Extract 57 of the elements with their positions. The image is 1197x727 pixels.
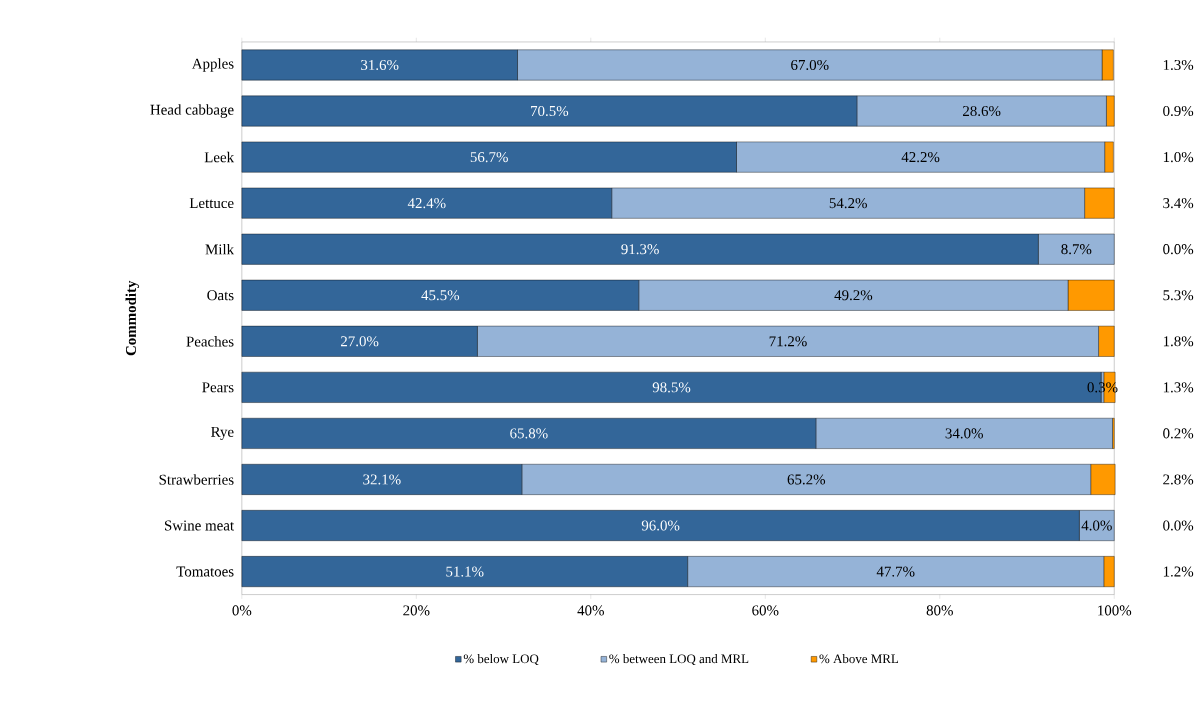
data-label: 49.2% bbox=[834, 290, 873, 301]
data-label: 42.4% bbox=[407, 198, 446, 209]
x-tick-label: 40% bbox=[577, 605, 604, 616]
data-label: 51.1% bbox=[446, 566, 484, 577]
data-label: 1.3% bbox=[1163, 60, 1194, 71]
data-label: 8.7% bbox=[1061, 244, 1092, 255]
data-label: 96.0% bbox=[641, 520, 680, 531]
data-label: 71.2% bbox=[769, 336, 807, 347]
data-label: 2.8% bbox=[1163, 474, 1194, 485]
data-label: 45.5% bbox=[421, 290, 460, 301]
y-axis-title: Commodity bbox=[125, 280, 140, 356]
x-tick-label: 0% bbox=[232, 605, 252, 616]
data-label: 5.3% bbox=[1163, 290, 1194, 301]
data-label: 27.0% bbox=[340, 336, 379, 347]
legend-label: % below LOQ bbox=[463, 654, 539, 666]
data-label: 56.7% bbox=[470, 152, 508, 163]
data-label: 70.5% bbox=[531, 106, 569, 117]
legend-label: % between LOQ and MRL bbox=[609, 654, 749, 666]
y-tick-label: Rye bbox=[211, 427, 234, 441]
y-tick-label: Leek bbox=[204, 152, 235, 163]
data-label: 34.0% bbox=[945, 428, 983, 439]
data-label: 32.1% bbox=[363, 474, 401, 485]
data-label: 65.2% bbox=[787, 474, 826, 485]
x-tick-label: 60% bbox=[752, 605, 779, 616]
y-tick-label: Apples bbox=[191, 58, 234, 73]
y-tick-label: Peaches bbox=[186, 336, 234, 347]
x-tick-label: 80% bbox=[926, 605, 953, 616]
y-tick-label: Pears bbox=[202, 382, 234, 393]
data-label: 28.6% bbox=[963, 106, 1001, 117]
y-tick-label: Head cabbage bbox=[150, 104, 234, 119]
data-label: 31.6% bbox=[361, 60, 399, 71]
data-label: 0.9% bbox=[1163, 106, 1194, 117]
data-label: 98.5% bbox=[652, 382, 691, 393]
data-label: 67.0% bbox=[791, 60, 829, 71]
y-tick-label: Swine meat bbox=[164, 520, 234, 531]
y-tick-label: Strawberries bbox=[159, 474, 234, 485]
data-label: 0.0% bbox=[1163, 520, 1194, 531]
data-label: 1.8% bbox=[1163, 336, 1194, 347]
data-label: 1.3% bbox=[1163, 382, 1194, 393]
y-tick-label: Milk bbox=[205, 244, 235, 255]
data-label: 1.0% bbox=[1163, 152, 1194, 163]
data-label: 3.4% bbox=[1163, 198, 1194, 209]
y-tick-label: Oats bbox=[207, 290, 234, 301]
data-label: 54.2% bbox=[829, 198, 867, 209]
data-label: 4.0% bbox=[1081, 520, 1112, 531]
data-label: 0.2% bbox=[1163, 428, 1194, 439]
data-label: 1.2% bbox=[1163, 566, 1194, 577]
legend-label: % Above MRL bbox=[819, 654, 899, 664]
data-label: 47.7% bbox=[876, 566, 915, 577]
data-label: 65.8% bbox=[510, 428, 548, 439]
data-label: 91.3% bbox=[621, 244, 659, 255]
data-label: 42.2% bbox=[901, 152, 940, 163]
y-tick-label: Tomatoes bbox=[176, 566, 234, 577]
data-label: 0.0% bbox=[1163, 244, 1194, 255]
x-tick-label: 20% bbox=[403, 605, 430, 616]
x-tick-label: 100% bbox=[1098, 605, 1132, 616]
y-tick-label: Lettuce bbox=[189, 198, 234, 209]
